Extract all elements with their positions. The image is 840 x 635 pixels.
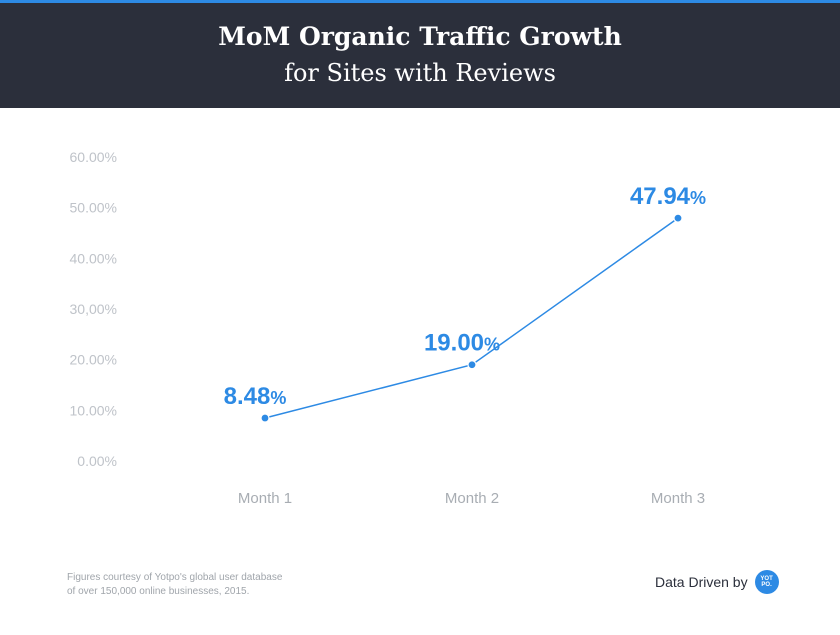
x-tick-label: Month 1: [238, 490, 292, 507]
footnote-line: Figures courtesy of Yotpo's global user …: [67, 572, 283, 583]
data-label: 8.48%: [224, 383, 287, 410]
logo-text: PO.: [761, 582, 772, 588]
y-tick-label: 0.00%: [77, 453, 117, 469]
x-tick-label: Month 2: [445, 490, 499, 507]
brand-text: Data Driven by: [655, 574, 748, 590]
yotpo-logo-icon: YOT PO.: [754, 570, 779, 594]
y-tick-label: 30,00%: [70, 301, 117, 317]
y-tick-label: 40.00%: [70, 250, 117, 266]
chart-header: MoM Organic Traffic Growth for Sites wit…: [0, 0, 840, 108]
data-point: [260, 413, 270, 423]
footnote-line: of over 150,000 online businesses, 2015.: [67, 586, 250, 597]
chart-series: [260, 213, 683, 423]
source-footnote: Figures courtesy of Yotpo's global user …: [67, 571, 347, 599]
y-tick-label: 10.00%: [70, 402, 117, 418]
x-tick-label: Month 3: [651, 490, 705, 507]
data-point: [467, 360, 477, 370]
line-chart: 0.00% 10.00% 20.00% 30,00% 40.00% 50.00% 60.00…: [70, 149, 707, 507]
logo-text: YOT: [760, 576, 773, 582]
data-label: 19.00%: [424, 330, 500, 357]
y-axis: 0.00% 10.00% 20.00% 30,00% 40.00% 50.00% 60.00…: [70, 149, 117, 469]
series-line: [264, 217, 679, 419]
y-tick-label: 50.00%: [70, 200, 117, 216]
chart-title: MoM Organic Traffic Growth: [218, 22, 622, 51]
x-axis: Month 1 Month 2 Month 3: [238, 490, 705, 507]
y-tick-label: 60.00%: [70, 149, 117, 165]
data-label: 47.94%: [630, 183, 706, 210]
brand-credit: Data Driven by YOT PO.: [655, 570, 779, 594]
y-tick-label: 20.00%: [70, 352, 117, 368]
data-point: [673, 213, 683, 223]
data-labels: 8.48% 19.00% 47.94%: [224, 183, 706, 410]
chart-subtitle: for Sites with Reviews: [284, 59, 556, 87]
